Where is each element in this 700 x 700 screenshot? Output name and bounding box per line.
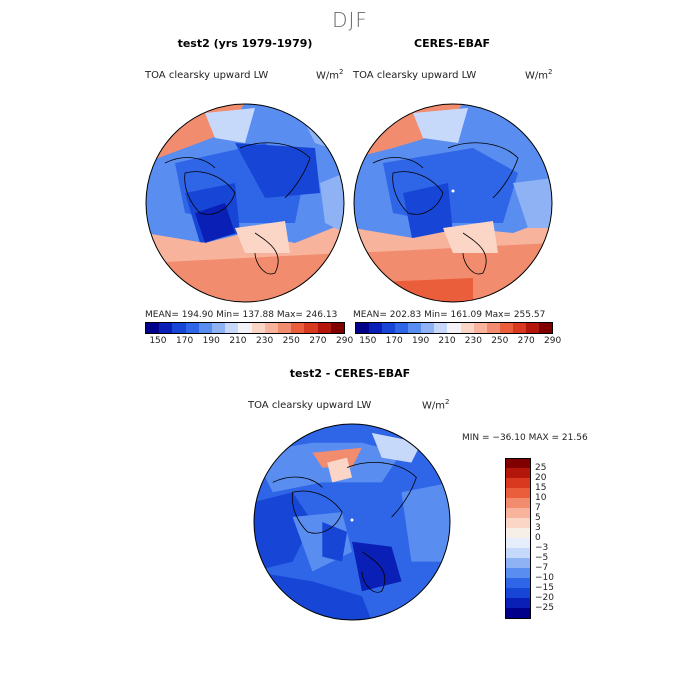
colorbar-swatch: [185, 323, 199, 333]
colorbar-swatch: [198, 323, 213, 333]
colorbar-swatch: [505, 578, 531, 588]
colorbar-swatch: [172, 323, 186, 333]
colorbar-swatch: [473, 323, 487, 333]
colorbar-swatch: [159, 323, 173, 333]
colorbar-swatch: [330, 323, 345, 333]
colorbar-swatch: [382, 323, 396, 333]
colorbar-swatch: [505, 458, 531, 469]
panel-obs-title: CERES-EBAF: [414, 37, 490, 50]
colorbar-tick-label: 250: [282, 336, 300, 346]
colorbar-swatch: [251, 323, 265, 333]
map-model: [145, 103, 345, 303]
colorbar-tick-label: 250: [491, 336, 509, 346]
colorbar-swatch: [505, 468, 531, 478]
colorbar-label: 25: [535, 463, 547, 473]
colorbar-tick-label: 150: [149, 336, 167, 346]
colorbar-swatch: [505, 508, 531, 518]
colorbar-label: −20: [535, 593, 554, 603]
panel-obs-stats: MEAN= 202.83 Min= 161.09 Max= 255.57: [353, 310, 546, 320]
colorbar-swatch: [505, 548, 531, 558]
colorbar-label: 7: [535, 503, 541, 513]
colorbar-swatch: [212, 323, 226, 333]
colorbar-model: 150 170 190 210 230 250 270 290: [145, 322, 353, 348]
panel-model-units: W/m2: [316, 68, 344, 82]
colorbar-label: −5: [535, 553, 549, 563]
colorbar-swatch: [238, 323, 252, 333]
panel-diff-title: test2 - CERES-EBAF: [289, 367, 411, 380]
colorbar-tick-label: 170: [385, 336, 403, 346]
colorbar-swatch: [421, 323, 435, 333]
colorbar-label: −7: [535, 563, 549, 573]
colorbar-tick-label: 150: [359, 336, 377, 346]
colorbar-obs: 150 170 190 210 230 250 270 290: [355, 322, 561, 348]
colorbar-swatch: [486, 323, 500, 333]
colorbar-tick-label: 170: [176, 336, 194, 346]
colorbar-swatch: [505, 528, 531, 538]
colorbar-tick-label: 290: [544, 336, 562, 346]
panel-diff-units: W/m2: [422, 398, 450, 412]
panel-obs-variable: TOA clearsky upward LW: [353, 70, 477, 81]
panel-diff-stats: MIN = −36.10 MAX = 21.56: [462, 433, 588, 443]
colorbar-swatch: [505, 498, 531, 508]
colorbar-swatch: [505, 538, 531, 548]
colorbar-tick-label: 290: [336, 336, 354, 346]
colorbar-label: −10: [535, 573, 554, 583]
colorbar-swatch: [225, 323, 239, 333]
colorbar-label: 5: [535, 513, 541, 523]
panel-model-stats: MEAN= 194.90 Min= 137.88 Max= 246.13: [145, 310, 338, 320]
colorbar-swatch: [505, 478, 531, 488]
colorbar-swatch: [408, 323, 422, 333]
colorbar-swatch: [505, 588, 531, 598]
colorbar-swatch: [505, 558, 531, 568]
colorbar-swatch: [505, 518, 531, 528]
colorbar-swatch: [538, 323, 552, 333]
season-title: DJF: [332, 8, 368, 32]
colorbar-swatch: [505, 488, 531, 498]
colorbar-tick-label: 190: [412, 336, 430, 346]
colorbar-swatch: [356, 323, 370, 333]
map-obs: [353, 103, 553, 303]
panel-model-title: test2 (yrs 1979-1979): [177, 37, 313, 50]
map-diff: [253, 423, 451, 621]
colorbar-swatch: [525, 323, 539, 333]
colorbar-swatch: [291, 323, 305, 333]
colorbar-swatch: [499, 323, 513, 333]
colorbar-label: 10: [535, 493, 547, 503]
colorbar-tick-label: 230: [464, 336, 482, 346]
colorbar-swatch: [434, 323, 448, 333]
colorbar-swatch: [505, 598, 531, 608]
colorbar-tick-label: 210: [438, 336, 456, 346]
colorbar-label: 0: [535, 533, 541, 543]
colorbar-label: 3: [535, 523, 541, 533]
panel-diff-variable: TOA clearsky upward LW: [248, 400, 372, 411]
colorbar-swatch: [512, 323, 526, 333]
colorbar-swatch: [278, 323, 292, 333]
colorbar-label: −15: [535, 583, 554, 593]
panel-model-variable: TOA clearsky upward LW: [145, 70, 269, 81]
colorbar-label: −3: [535, 543, 549, 553]
colorbar-tick-label: 270: [517, 336, 535, 346]
colorbar-swatch: [505, 568, 531, 578]
colorbar-swatch: [317, 323, 331, 333]
colorbar-swatch: [264, 323, 279, 333]
colorbar-label: −25: [535, 603, 554, 613]
colorbar-label: 20: [535, 473, 547, 483]
colorbar-diff: 25 20 15 10 7 5 3 0 −3 −5 −7 −10 −15 −20 −25: [505, 458, 575, 622]
colorbar-swatch: [505, 608, 531, 619]
colorbar-tick-label: 210: [229, 336, 247, 346]
colorbar-tick-label: 190: [202, 336, 220, 346]
panel-obs-units: W/m2: [525, 68, 553, 82]
colorbar-swatch: [460, 323, 474, 333]
colorbar-swatch: [304, 323, 318, 333]
colorbar-swatch: [146, 323, 160, 333]
colorbar-label: 15: [535, 483, 547, 493]
colorbar-tick-label: 270: [309, 336, 327, 346]
colorbar-swatch: [395, 323, 409, 333]
colorbar-swatch: [369, 323, 383, 333]
colorbar-tick-label: 230: [256, 336, 274, 346]
colorbar-swatch: [447, 323, 461, 333]
